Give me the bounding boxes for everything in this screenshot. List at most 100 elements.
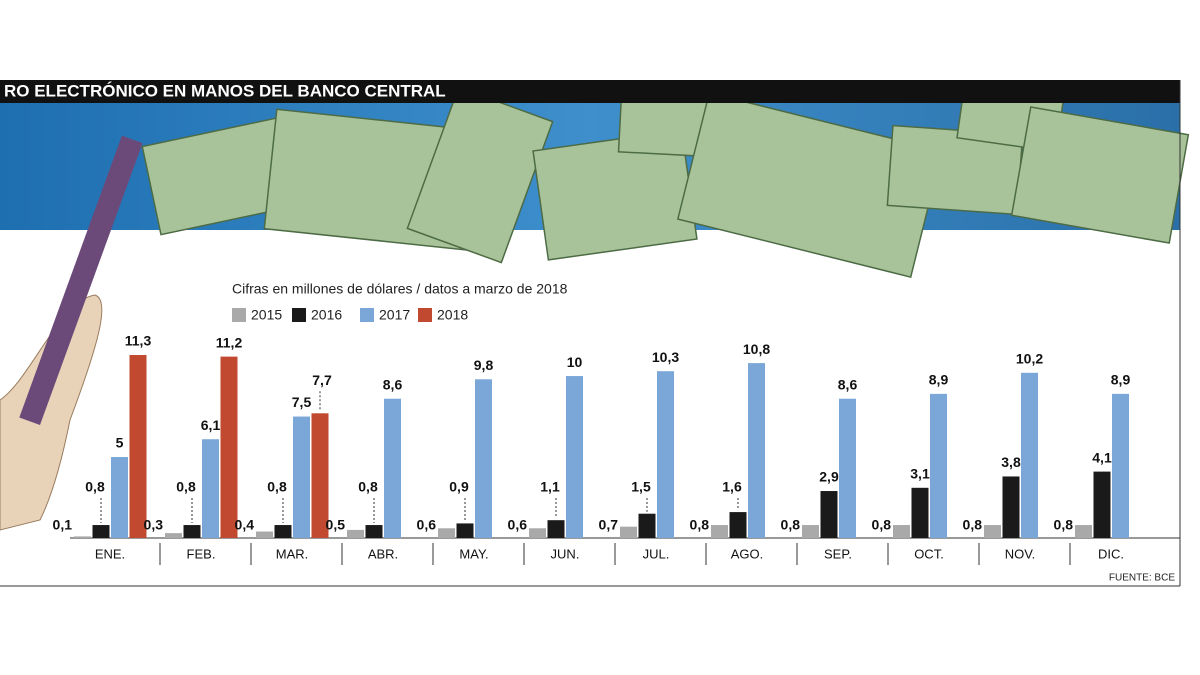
data-label: 1,5 <box>631 479 651 495</box>
x-tick-label: AGO. <box>731 546 764 561</box>
money-bills <box>141 86 1190 279</box>
chart-title: RO ELECTRÓNICO EN MANOS DEL BANCO CENTRA… <box>4 81 446 100</box>
data-label: 8,6 <box>383 376 403 392</box>
bar <box>638 513 656 538</box>
bar <box>274 525 292 538</box>
subtitle: Cifras en millones de dólares / datos a … <box>232 281 568 297</box>
legend-label: 2016 <box>311 307 342 323</box>
title-bar <box>0 80 1180 103</box>
bar <box>311 413 329 538</box>
x-tick-label: NOV. <box>1005 546 1036 561</box>
data-label: 2,9 <box>819 469 839 485</box>
x-tick-label: FEB. <box>187 546 216 561</box>
bar <box>893 525 910 538</box>
data-label: 10,3 <box>652 349 679 365</box>
bar <box>438 528 455 538</box>
bar <box>984 525 1001 538</box>
bar <box>820 491 838 538</box>
bar <box>202 439 219 538</box>
legend-label: 2015 <box>251 307 282 323</box>
data-label: 0,8 <box>690 517 710 533</box>
bar <box>165 533 182 538</box>
legend-swatch <box>232 308 246 322</box>
bar <box>1075 525 1092 538</box>
data-label: 0,8 <box>1054 517 1074 533</box>
data-label: 0,8 <box>963 517 983 533</box>
bar <box>475 379 492 538</box>
data-label: 0,6 <box>417 517 437 533</box>
data-label: 0,5 <box>326 517 346 533</box>
data-label: 5 <box>116 435 124 451</box>
data-label: 1,6 <box>722 479 742 495</box>
bar <box>1021 372 1038 538</box>
data-label: 0,8 <box>781 517 801 533</box>
data-label: 8,9 <box>929 372 949 388</box>
data-label: 3,1 <box>910 465 930 481</box>
source: FUENTE: BCE <box>1109 573 1175 584</box>
data-label: 0,8 <box>872 517 892 533</box>
x-tick-label: MAY. <box>459 546 488 561</box>
x-tick-label: SEP. <box>824 546 852 561</box>
data-label: 0,7 <box>599 517 619 533</box>
x-tick-label: MAR. <box>276 546 309 561</box>
bar <box>930 393 947 538</box>
bar <box>111 457 128 538</box>
bar <box>620 526 637 538</box>
data-label: 0,9 <box>449 479 469 495</box>
bar <box>183 525 201 538</box>
data-label: 9,8 <box>474 357 494 373</box>
bar <box>911 487 929 538</box>
bar <box>529 528 546 538</box>
legend-swatch <box>418 308 432 322</box>
bar <box>220 356 238 538</box>
bar <box>729 512 747 538</box>
data-label: 1,1 <box>540 479 560 495</box>
bar <box>293 416 310 538</box>
data-label: 11,3 <box>125 333 152 349</box>
hand-with-phone <box>0 135 143 531</box>
data-label: 7,5 <box>292 394 312 410</box>
bar <box>839 398 856 538</box>
data-label: 0,8 <box>358 479 378 495</box>
data-label: 0,6 <box>508 517 528 533</box>
data-label: 6,1 <box>201 417 221 433</box>
x-tick-label: JUN. <box>551 546 580 561</box>
bar <box>566 376 583 538</box>
legend-swatch <box>360 308 374 322</box>
data-label: 4,1 <box>1092 449 1112 465</box>
data-label: 0,1 <box>53 517 73 533</box>
x-tick-label: DIC. <box>1098 546 1124 561</box>
legend-label: 2017 <box>379 307 410 323</box>
data-label: 10 <box>567 354 583 370</box>
bar <box>1002 476 1020 538</box>
bar <box>1093 471 1111 538</box>
bar <box>547 520 565 538</box>
bar <box>74 536 91 538</box>
data-label: 0,3 <box>144 517 164 533</box>
data-label: 0,8 <box>85 479 105 495</box>
data-label: 8,9 <box>1111 372 1131 388</box>
bar <box>256 531 273 538</box>
data-label: 0,8 <box>176 479 196 495</box>
bar <box>129 355 147 538</box>
data-label: 3,8 <box>1001 454 1021 470</box>
bar <box>1112 393 1129 538</box>
bar <box>92 525 110 538</box>
x-tick-label: JUL. <box>643 546 670 561</box>
legend-label: 2018 <box>437 307 468 323</box>
bar <box>711 525 728 538</box>
bar <box>365 525 383 538</box>
bar <box>456 523 474 538</box>
data-label: 0,8 <box>267 479 287 495</box>
bar <box>384 398 401 538</box>
data-label: 8,6 <box>838 376 858 392</box>
legend-swatch <box>292 308 306 322</box>
x-tick-label: OCT. <box>914 546 944 561</box>
data-label: 0,4 <box>235 517 255 533</box>
bar <box>802 525 819 538</box>
x-tick-label: ABR. <box>368 546 398 561</box>
bar <box>748 363 765 538</box>
data-label: 10,8 <box>743 341 770 357</box>
data-label: 10,2 <box>1016 351 1043 367</box>
